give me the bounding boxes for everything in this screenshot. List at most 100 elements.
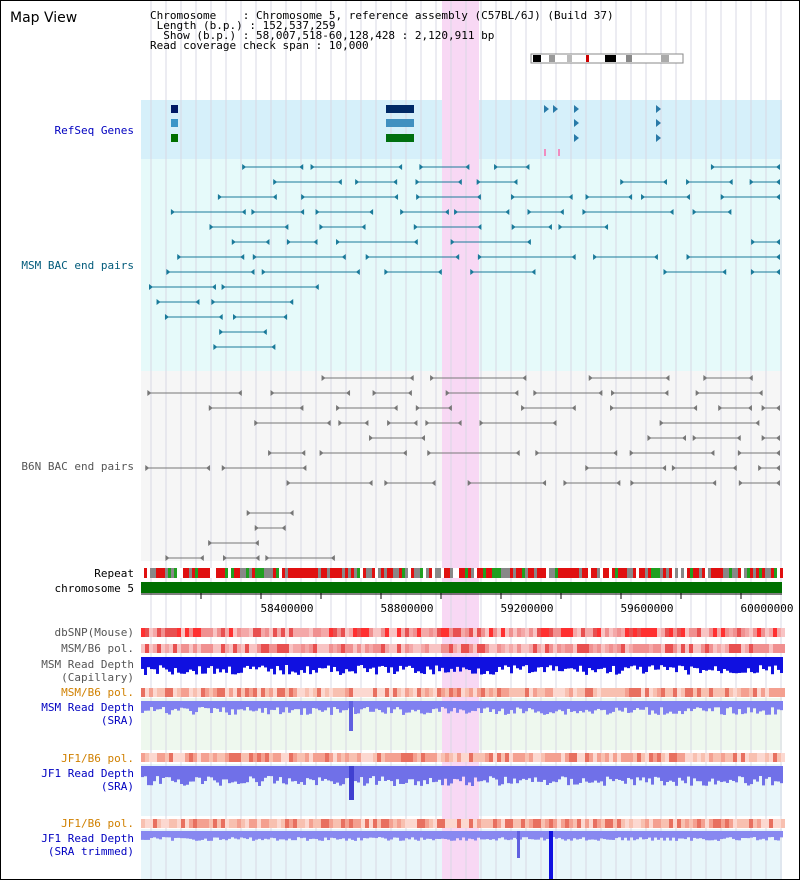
selection-highlight	[442, 1, 479, 879]
depth-bar	[516, 701, 519, 708]
heat-cell	[321, 688, 325, 697]
depth-bar	[414, 766, 417, 786]
repeat-block	[744, 568, 747, 578]
depth-bar	[693, 657, 696, 668]
depth-bar	[648, 701, 651, 715]
heat-cell	[701, 819, 705, 828]
b6n-bac-pair-end	[254, 525, 259, 531]
repeat-block	[603, 568, 606, 578]
depth-bar	[462, 766, 465, 777]
depth-bar	[609, 657, 612, 672]
repeat-block	[393, 568, 396, 578]
depth-bar	[330, 701, 333, 715]
depth-bar	[213, 701, 216, 709]
heat-cell	[469, 753, 473, 762]
depth-bar	[540, 657, 543, 668]
heat-cell	[589, 628, 593, 637]
b6n-bac-pair-end	[571, 405, 576, 411]
heat-cell	[681, 628, 685, 637]
heat-cell	[393, 688, 397, 697]
depth-bar	[771, 766, 774, 786]
depth-bar	[456, 831, 459, 839]
heat-cell	[777, 819, 781, 828]
depth-bar	[333, 657, 336, 667]
heat-cell	[301, 688, 305, 697]
depth-bar	[216, 701, 219, 709]
heat-cell	[481, 644, 485, 653]
ideogram-band	[567, 55, 572, 62]
heat-cell	[577, 628, 581, 637]
heat-cell	[161, 628, 165, 637]
depth-bar	[759, 831, 762, 840]
track-label-msm-bac[interactable]: MSM BAC end pairs	[21, 259, 134, 272]
b6n-bac-pair-end	[665, 375, 670, 381]
repeat-block	[615, 568, 618, 578]
depth-bar	[171, 701, 174, 711]
heat-cell	[721, 753, 725, 762]
depth-bar	[384, 657, 387, 667]
heat-cell	[745, 819, 749, 828]
depth-bar	[471, 766, 474, 786]
b6n-bac-pair-end	[664, 390, 669, 396]
depth-bar	[174, 657, 177, 669]
depth-bar	[276, 657, 279, 667]
depth-bar	[306, 766, 309, 779]
depth-bar	[147, 831, 150, 840]
depth-bar	[279, 701, 282, 715]
heat-cell	[765, 753, 769, 762]
heat-cell	[573, 753, 577, 762]
depth-bar	[582, 657, 585, 672]
msm-bac-pair-end	[559, 209, 564, 215]
heat-cell	[737, 688, 741, 697]
depth-bar	[348, 831, 351, 839]
heat-cell	[277, 688, 281, 697]
repeat-block	[528, 568, 531, 578]
track-label-b6n-bac[interactable]: B6N BAC end pairs	[21, 460, 134, 473]
depth-bar	[153, 657, 156, 670]
depth-bar	[405, 766, 408, 783]
heat-cell	[585, 644, 589, 653]
heat-cell	[621, 644, 625, 653]
heat-cell	[597, 819, 601, 828]
heat-cell	[629, 688, 633, 697]
heat-cell	[769, 628, 773, 637]
repeat-block	[222, 568, 225, 578]
heat-cell	[141, 753, 145, 762]
depth-bar	[606, 766, 609, 777]
heat-cell	[485, 628, 489, 637]
heat-cell	[161, 753, 165, 762]
msm-bac-pair-end	[415, 179, 420, 185]
b6n-bac-pair-end	[563, 480, 568, 486]
depth-bar	[189, 766, 192, 782]
depth-bar	[642, 657, 645, 674]
track-label-refseq[interactable]: RefSeq Genes	[54, 124, 134, 137]
heat-cell	[577, 688, 581, 697]
b6n-bac-pair-end	[286, 480, 291, 486]
depth-bar	[330, 766, 333, 782]
depth-bar	[438, 657, 441, 672]
heat-cell	[245, 819, 249, 828]
msm-bac-pair-end	[265, 239, 270, 245]
heat-cell	[157, 819, 161, 828]
depth-bar	[252, 701, 255, 712]
depth-bar	[582, 766, 585, 779]
repeat-block	[336, 568, 339, 578]
depth-bar	[672, 766, 675, 782]
repeat-block	[303, 568, 306, 578]
heat-cell	[593, 688, 597, 697]
depth-bar	[330, 657, 333, 672]
heat-cell	[561, 644, 565, 653]
depth-bar	[363, 766, 366, 786]
heat-cell	[473, 753, 477, 762]
b6n-bac-pair-end	[748, 375, 753, 381]
depth-bar	[555, 766, 558, 783]
heat-cell	[681, 644, 685, 653]
depth-bar	[174, 701, 177, 709]
b6n-bac-pair-end	[662, 465, 667, 471]
depth-bar	[663, 701, 666, 715]
depth-bar	[228, 831, 231, 839]
heat-cell	[753, 688, 757, 697]
depth-bar	[750, 701, 753, 713]
heat-cell	[201, 688, 205, 697]
